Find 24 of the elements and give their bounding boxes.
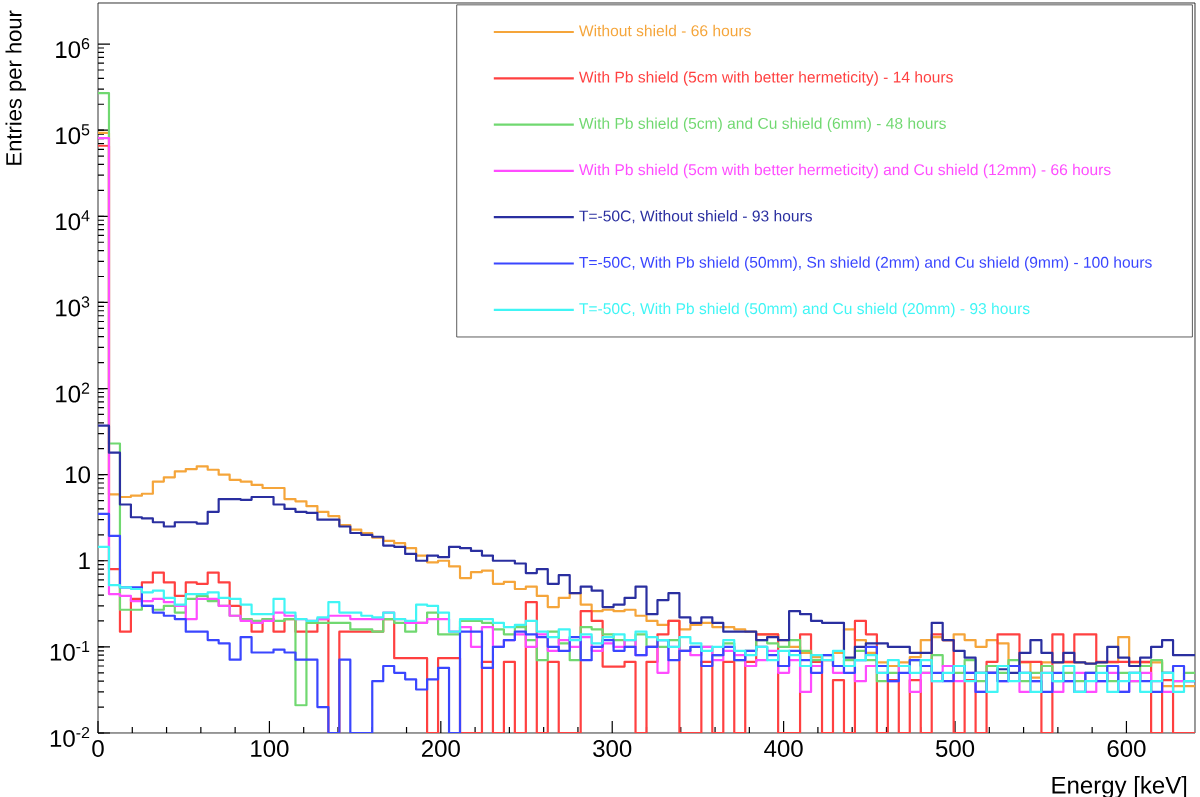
text: T=-50C, Without shield - 93 hours — [579, 210, 812, 224]
y-axis-title: Entries per hour — [5, 10, 26, 165]
y-tick-label: 10$^{6}$ — [56, 38, 90, 59]
y-tick-label: 10$^{3}$ — [56, 296, 90, 317]
text: T=-50C, With Pb shield (50mm), Sn shield (2mm) and Cu shield (9mm) - 100 hours — [579, 256, 1152, 271]
y-tick-label: 1 — [79, 552, 90, 570]
y-tick-label: 10$^{5}$ — [56, 124, 90, 145]
y-tick-label: 10 — [66, 466, 91, 484]
y-tick-label: 10$^{-1}$ — [50, 640, 90, 661]
y-tick-label: 10$^{-2}$ — [50, 726, 90, 748]
x-tick-label: 100 — [251, 740, 289, 758]
text: With Pb shield (5cm with better hermeticity) and Cu shield (12mm) - 66 hours — [578, 163, 1111, 179]
x-tick-label: 500 — [935, 740, 975, 758]
x-tick-label: 0 — [92, 740, 104, 758]
y-tick-label: 10$^{2}$ — [56, 382, 90, 403]
text: Without shield - 66 hours — [578, 24, 751, 37]
text: T=-50C, With Pb shield (50mm) and Cu shield (20mm) - 93 hours — [579, 302, 1030, 318]
x-tick-label: 200 — [421, 740, 460, 758]
text: With Pb shield (5cm with better hermeticity) - 14 hours — [578, 71, 953, 86]
x-tick-label: 400 — [764, 740, 803, 758]
x-tick-label: 300 — [593, 740, 632, 758]
x-tick-label: 600 — [1107, 740, 1146, 758]
text: With Pb shield (5cm) and Cu shield (6mm) - 48 hours — [578, 117, 946, 132]
y-tick-label: 10$^{4}$ — [56, 210, 90, 231]
